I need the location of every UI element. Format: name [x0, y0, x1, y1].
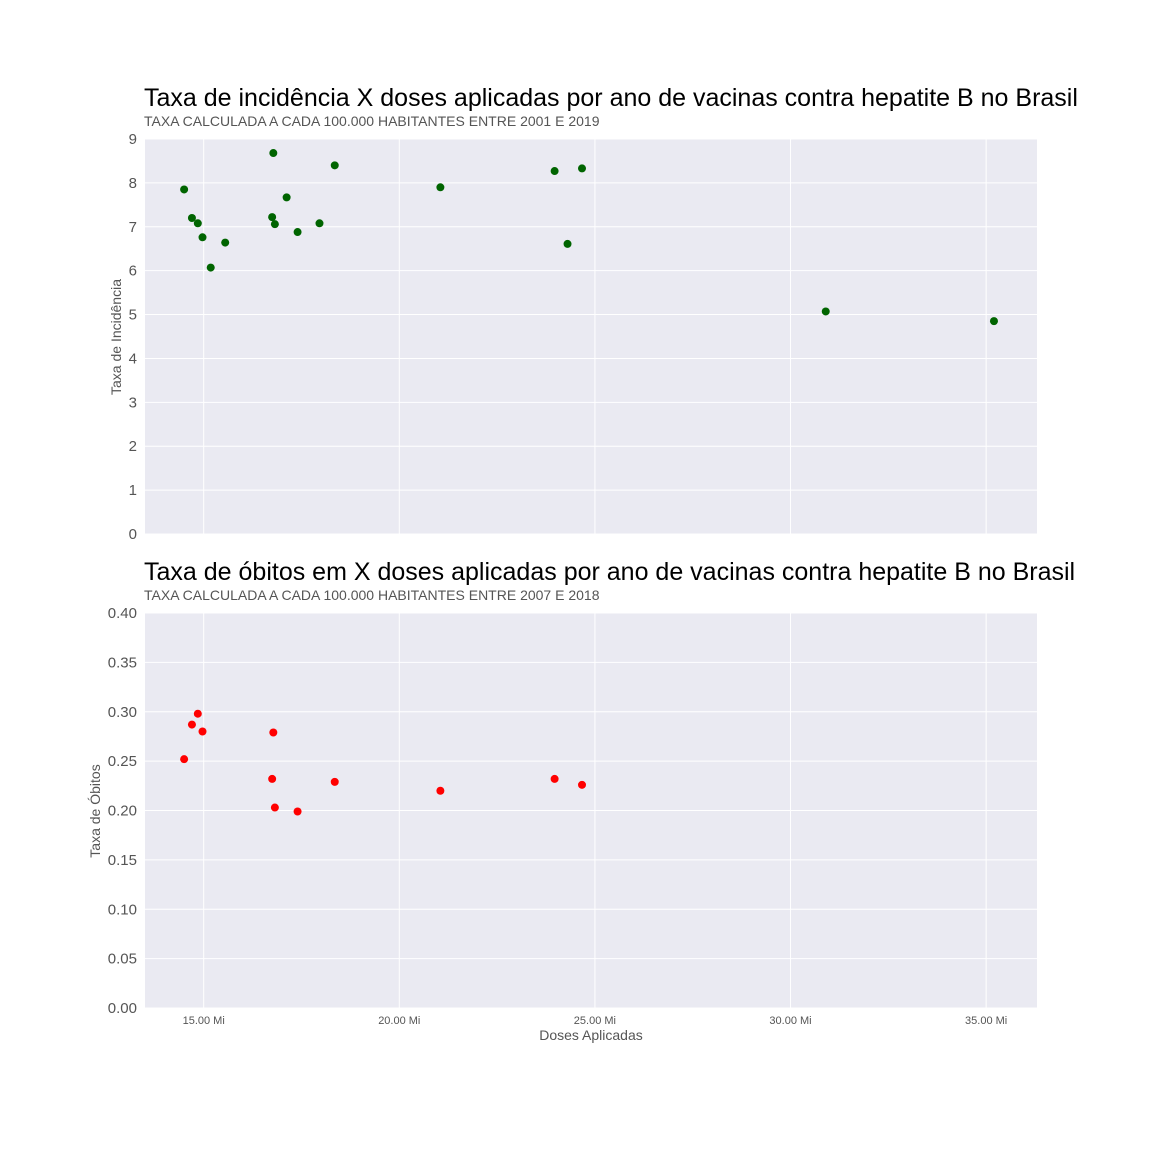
- deaths-chart-subtitle: TAXA CALCULADA A CADA 100.000 HABITANTES…: [144, 587, 600, 603]
- y-tick-label: 4: [129, 350, 137, 367]
- y-tick-label: 0.30: [108, 704, 137, 721]
- data-point: [268, 213, 277, 222]
- data-point: [563, 239, 572, 248]
- deaths-gridlines: [145, 612, 1037, 1009]
- deaths-points: [180, 709, 587, 816]
- incidence-y-ticks: 0 1 2 3 4 5 6 7 8 9: [129, 131, 137, 543]
- y-tick-label: 0.40: [108, 605, 137, 622]
- data-point: [180, 755, 189, 764]
- y-tick-label: 8: [129, 175, 137, 192]
- incidence-plot-area: [145, 139, 1037, 534]
- incidence-points: [180, 149, 998, 326]
- y-tick-label: 0.10: [108, 901, 137, 918]
- x-tick-label: 25.00 Mi: [574, 1015, 616, 1027]
- data-point: [206, 263, 215, 272]
- incidence-chart-title: Taxa de incidência X doses aplicadas por…: [144, 84, 1078, 112]
- y-tick-label: 5: [129, 307, 137, 324]
- incidence-gridlines: [145, 138, 1037, 535]
- y-tick-label: 0.05: [108, 951, 137, 968]
- y-tick-label: 0.20: [108, 803, 137, 820]
- data-point: [282, 193, 291, 202]
- data-point: [221, 238, 230, 247]
- data-point: [187, 214, 196, 222]
- y-tick-label: 0: [129, 526, 137, 543]
- data-point: [269, 728, 278, 737]
- x-tick-label: 15.00 Mi: [183, 1015, 225, 1027]
- x-tick-label: 35.00 Mi: [965, 1015, 1007, 1027]
- data-point: [193, 709, 202, 718]
- y-tick-label: 0.25: [108, 753, 137, 770]
- deaths-chart: Taxa de óbitos em X doses aplicadas por …: [87, 558, 1075, 1043]
- data-point: [436, 786, 445, 795]
- deaths-y-ticks: 0.00 0.05 0.10 0.15 0.20 0.25 0.30 0.35 0.40: [108, 605, 137, 1017]
- y-tick-label: 1: [129, 482, 137, 499]
- data-point: [821, 307, 830, 316]
- data-point: [330, 161, 339, 170]
- x-tick-label: 20.00 Mi: [378, 1015, 420, 1027]
- data-point: [180, 185, 189, 194]
- data-point: [578, 164, 587, 173]
- data-point: [293, 807, 302, 816]
- data-point: [198, 727, 207, 736]
- data-point: [270, 220, 279, 229]
- deaths-x-axis-label: Doses Aplicadas: [539, 1027, 643, 1043]
- y-tick-label: 7: [129, 219, 137, 236]
- y-tick-label: 0.00: [108, 1000, 137, 1017]
- y-tick-label: 6: [129, 263, 137, 280]
- incidence-chart-subtitle: TAXA CALCULADA A CADA 100.000 HABITANTES…: [144, 113, 600, 129]
- incidence-chart: Taxa de incidência X doses aplicadas por…: [108, 84, 1078, 543]
- data-point: [187, 720, 196, 729]
- deaths-chart-title: Taxa de óbitos em X doses aplicadas por …: [144, 558, 1075, 586]
- data-point: [193, 219, 202, 228]
- deaths-x-ticks: 15.00 Mi 20.00 Mi 25.00 Mi 30.00 Mi 35.00 Mi: [183, 1015, 1008, 1027]
- data-point: [293, 228, 302, 237]
- y-tick-label: 3: [129, 394, 137, 411]
- data-point: [550, 774, 559, 783]
- data-point: [269, 149, 278, 158]
- data-point: [198, 233, 207, 242]
- data-point: [550, 167, 559, 176]
- y-tick-label: 9: [129, 131, 137, 148]
- data-point: [578, 780, 587, 789]
- deaths-y-axis-label: Taxa de Óbitos: [87, 764, 103, 857]
- y-tick-label: 0.35: [108, 654, 137, 671]
- data-point: [330, 777, 339, 786]
- data-point: [270, 803, 279, 812]
- y-tick-label: 2: [129, 438, 137, 455]
- y-tick-label: 0.15: [108, 852, 137, 869]
- data-point: [436, 183, 445, 192]
- x-tick-label: 30.00 Mi: [769, 1015, 811, 1027]
- incidence-y-axis-label: Taxa de Incidência: [108, 279, 124, 395]
- data-point: [989, 317, 998, 326]
- data-point: [268, 774, 277, 783]
- data-point: [315, 219, 324, 228]
